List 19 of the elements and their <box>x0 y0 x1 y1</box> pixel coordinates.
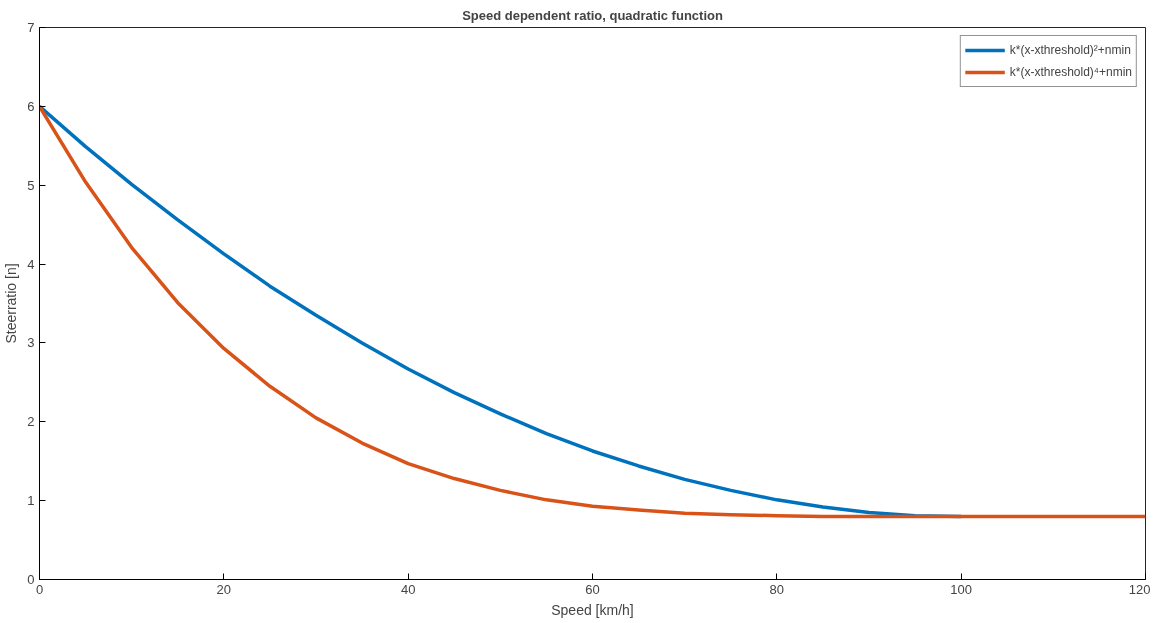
y-tick-label: 4 <box>27 256 35 272</box>
line-series <box>39 104 1146 519</box>
chart-title: Speed dependent ratio, quadratic function <box>462 7 723 23</box>
x-tick-label: 60 <box>585 581 600 597</box>
x-tick-label: 100 <box>950 581 973 597</box>
legend-label: k*(x-xthreshold)⁴+nmin <box>1009 65 1132 79</box>
x-tick-label: 20 <box>216 581 232 597</box>
y-tick-label: 2 <box>27 414 35 430</box>
x-tick-label: 80 <box>769 581 785 597</box>
y-tick-label: 7 <box>27 20 35 35</box>
x-tick-label: 40 <box>400 581 416 597</box>
x-tick-label: 120 <box>1128 581 1151 597</box>
legend-label: k*(x-xthreshold)²+nmin <box>1009 43 1131 57</box>
y-tick-label: 1 <box>27 493 35 509</box>
y-axis-title: Steerratio [n] <box>3 263 20 344</box>
y-tick-label: 5 <box>27 177 35 193</box>
y-tick-label: 3 <box>27 335 35 351</box>
x-axis-title: Speed [km/h] <box>551 601 634 618</box>
y-tick-label: 6 <box>27 98 35 114</box>
